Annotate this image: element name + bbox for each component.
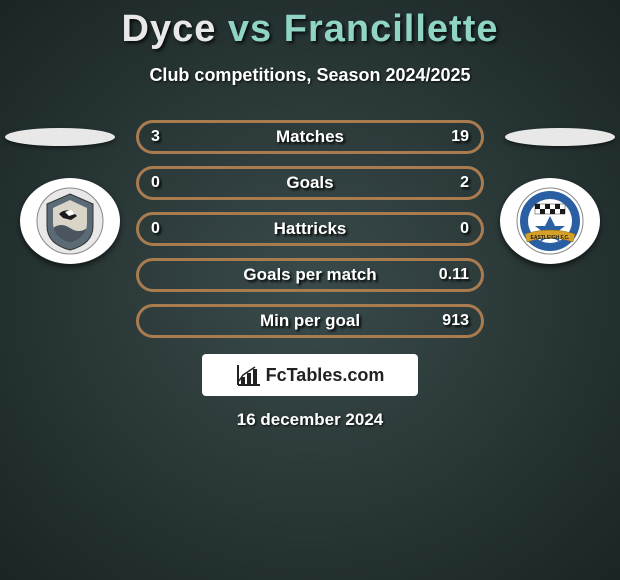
player1-club-crest [20,178,120,264]
player2-name: Francillette [284,8,499,50]
bar-chart-icon [236,363,262,387]
stat-right-value: 2 [460,174,469,192]
player1-name: Dyce [122,8,217,50]
stat-row: Goals per match 0.11 [136,258,484,292]
stat-left-value: 3 [151,128,160,146]
stat-row: 0 Hattricks 0 [136,212,484,246]
stat-row: 3 Matches 19 [136,120,484,154]
stat-row: Min per goal 913 [136,304,484,338]
stat-right-value: 19 [451,128,469,146]
stat-right-value: 913 [442,312,469,330]
stat-right-value: 0 [460,220,469,238]
logo-text: FcTables.com [266,365,385,386]
fctables-logo: FcTables.com [202,354,418,396]
date-label: 16 december 2024 [0,410,620,430]
stat-left-value: 0 [151,174,160,192]
stat-right-value: 0.11 [439,266,469,284]
subtitle: Club competitions, Season 2024/2025 [0,65,620,86]
player1-flag-oval [5,128,115,146]
player2-flag-oval [505,128,615,146]
comparison-title: Dyce vs Francillette [0,0,620,51]
svg-text:EASTLEIGH F.C.: EASTLEIGH F.C. [531,235,571,241]
stat-row: 0 Goals 2 [136,166,484,200]
stat-label: Min per goal [260,311,360,331]
stats-container: 3 Matches 19 0 Goals 2 0 Hattricks 0 Goals per ma… [136,120,484,350]
stat-label: Goals per match [243,265,376,285]
stat-label: Matches [276,127,344,147]
club-crest-right-icon: EASTLEIGH F.C. [515,186,585,256]
stat-left-value: 0 [151,220,160,238]
player2-club-crest: EASTLEIGH F.C. [500,178,600,264]
stat-label: Hattricks [274,219,347,239]
club-crest-left-icon [35,186,105,256]
stat-label: Goals [286,173,333,193]
vs-label: vs [228,8,272,50]
